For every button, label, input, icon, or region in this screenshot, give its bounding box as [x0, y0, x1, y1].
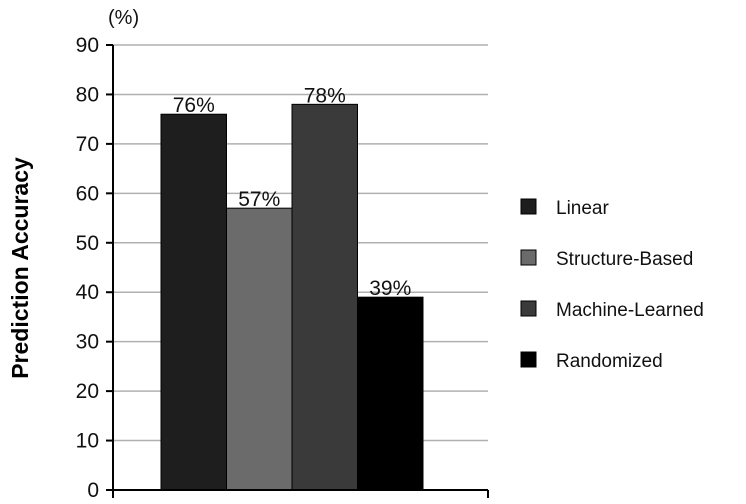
legend: Linear Structure-Based Machine-Learned Rand…: [520, 198, 704, 372]
bar-randomized: [357, 296, 424, 491]
bars: [160, 103, 424, 491]
y-tick-label-10: 10: [76, 430, 99, 453]
y-tick-label-90: 90: [76, 34, 99, 57]
data-label-randomized: 39%: [369, 277, 411, 300]
y-unit-label: (%): [108, 7, 139, 29]
bar-structure-based: [226, 207, 293, 491]
y-axis-title: Prediction Accuracy: [7, 157, 33, 379]
legend-label-machine-learned: Machine-Learned: [556, 300, 704, 321]
y-tick-label-80: 80: [76, 83, 99, 106]
legend-label-randomized: Randomized: [556, 351, 663, 372]
axes: [112, 45, 489, 498]
y-tick-label-40: 40: [76, 281, 99, 304]
data-label-structure-based: 57%: [238, 188, 280, 211]
legend-label-structure-based: Structure-Based: [556, 249, 693, 270]
y-tick-label-70: 70: [76, 133, 99, 156]
legend-label-linear: Linear: [556, 198, 609, 219]
legend-swatch-structure-based: [520, 249, 537, 266]
y-tick-label-20: 20: [76, 380, 99, 403]
y-tick-label-0: 0: [87, 479, 99, 502]
legend-swatch-randomized: [520, 351, 537, 368]
legend-swatch-machine-learned: [520, 300, 537, 317]
data-label-linear: 76%: [173, 94, 215, 117]
legend-swatch-linear: [520, 198, 537, 215]
bar-machine-learned: [291, 103, 358, 491]
y-tick-label-30: 30: [76, 331, 99, 354]
y-tick-label-60: 60: [76, 182, 99, 205]
data-labels: 76% 57% 78% 39%: [173, 84, 412, 300]
y-tick-labels: 0 10 20 30 40 50 60 70 80 90: [76, 34, 113, 502]
data-label-machine-learned: 78%: [304, 84, 346, 107]
bar-linear: [160, 113, 227, 491]
y-tick-label-50: 50: [76, 232, 99, 255]
